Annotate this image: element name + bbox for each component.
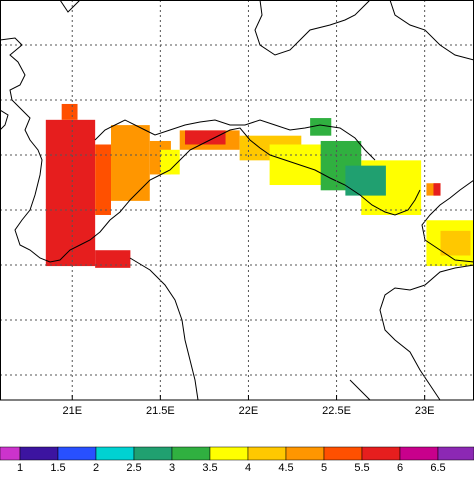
coastline xyxy=(59,0,81,13)
colorbar-label: 3.5 xyxy=(202,462,217,474)
x-tick-label: 22.5E xyxy=(322,405,351,417)
colorbar-label: 5 xyxy=(321,462,327,474)
colorbar-swatch xyxy=(0,446,21,461)
cell-layer xyxy=(45,103,474,268)
data-cell xyxy=(95,250,131,268)
data-cell xyxy=(433,183,441,196)
colorbar-label: 3 xyxy=(169,462,175,474)
x-tick-label: 22E xyxy=(239,405,259,417)
colorbar-swatch xyxy=(133,446,173,461)
colorbar-label: 1.5 xyxy=(50,462,65,474)
colorbar-label: 1 xyxy=(17,462,23,474)
colorbar-swatch xyxy=(95,446,135,461)
colorbar-swatch xyxy=(171,446,211,461)
colorbar-swatch xyxy=(209,446,249,461)
data-cell xyxy=(345,165,386,196)
colorbar-label: 2.5 xyxy=(126,462,141,474)
data-cell xyxy=(95,144,112,215)
data-cell xyxy=(45,119,96,267)
data-cell xyxy=(61,103,78,120)
coastline xyxy=(254,0,371,56)
coastline xyxy=(349,379,371,401)
coastline xyxy=(94,119,376,161)
data-cell xyxy=(440,230,471,256)
colorbar-swatch xyxy=(323,446,363,461)
data-cell xyxy=(111,125,150,201)
colorbar-label: 6.5 xyxy=(430,462,445,474)
data-cell xyxy=(310,118,332,136)
coastline xyxy=(389,0,474,61)
axis-layer: 21E 21.5E 22E 22.5E 23E xyxy=(62,0,434,417)
coastline xyxy=(0,109,9,131)
colorbar-label: 6 xyxy=(397,462,403,474)
x-tick-label: 21.5E xyxy=(146,405,175,417)
colorbar: 1 1.5 2 2.5 3 3.5 4 4.5 5 5.5 6 6.5 xyxy=(0,446,474,474)
colorbar-swatch xyxy=(361,446,401,461)
colorbar-swatch xyxy=(19,446,59,461)
data-cell xyxy=(185,130,226,145)
colorbar-label: 4.5 xyxy=(278,462,293,474)
colorbar-label: 5.5 xyxy=(354,462,369,474)
coastline xyxy=(421,179,474,263)
latitude-grid xyxy=(0,44,474,376)
data-cell xyxy=(160,149,180,175)
colorbar-swatch xyxy=(57,446,97,461)
colorbar-swatch xyxy=(437,446,474,461)
x-tick-label: 21E xyxy=(62,405,82,417)
colorbar-swatch xyxy=(247,446,287,461)
colorbar-label: 4 xyxy=(245,462,251,474)
x-tick-label: 23E xyxy=(415,405,435,417)
colorbar-label: 2 xyxy=(93,462,99,474)
colorbar-swatch xyxy=(399,446,439,461)
coastlines xyxy=(0,0,474,401)
coastline xyxy=(0,37,421,263)
coastline xyxy=(379,264,474,401)
colorbar-swatch xyxy=(285,446,325,461)
coastline xyxy=(129,257,199,401)
